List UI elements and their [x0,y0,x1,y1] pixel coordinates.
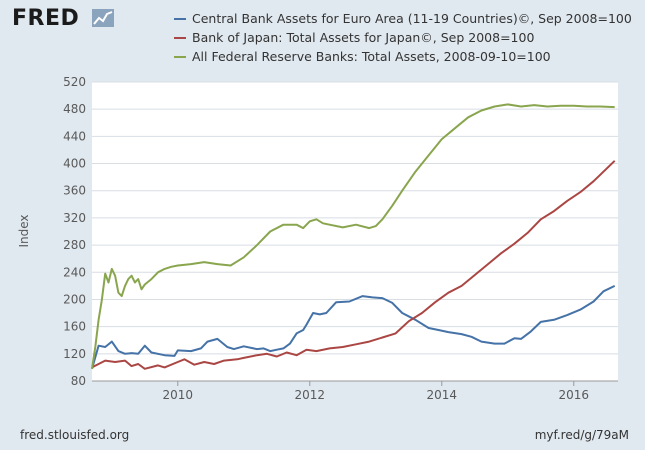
y-tick-label: 320 [63,211,86,225]
short-url-link[interactable]: myf.red/g/79aM [534,428,629,442]
y-tick-label: 360 [63,184,86,198]
x-axis: 2010 2012 2014 2016 [92,380,618,402]
legend-item-2: Bank of Japan: Total Assets for Japan©, … [174,28,632,47]
x-tick-label: 2010 [163,388,194,402]
y-tick-label: 160 [63,320,86,334]
y-tick-label: 400 [63,157,86,171]
y-axis: 80 120 160 200 240 280 320 360 400 440 480 520 [63,75,86,388]
plot-background [92,82,618,381]
fred-logo[interactable]: FRED [12,6,80,31]
source-link[interactable]: fred.stlouisfed.org [20,428,130,442]
x-tick-label: 2016 [559,388,590,402]
legend-item-1: Central Bank Assets for Euro Area (11-19… [174,9,632,28]
series-group [91,103,616,370]
series-line-3 [91,103,615,369]
legend-swatch [174,55,186,58]
y-tick-label: 80 [71,374,86,388]
series-line-2 [91,160,616,370]
y-tick-label: 200 [63,292,86,306]
series-line-1 [91,284,616,370]
legend-swatch [174,36,186,39]
legend-label: Central Bank Assets for Euro Area (11-19… [192,11,632,26]
fred-logo-chart-icon [92,9,114,27]
legend-swatch [174,17,186,20]
legend-item-3: All Federal Reserve Banks: Total Assets,… [174,47,632,66]
y-axis-label: Index [17,214,31,247]
legend-label: Bank of Japan: Total Assets for Japan©, … [192,30,535,45]
y-tick-label: 120 [63,347,86,361]
y-tick-label: 280 [63,238,86,252]
legend-label: All Federal Reserve Banks: Total Assets,… [192,49,551,64]
chart-legend: Central Bank Assets for Euro Area (11-19… [174,9,632,66]
y-tick-label: 440 [63,129,86,143]
y-tick-label: 240 [63,265,86,279]
y-tick-label: 520 [63,75,86,89]
x-tick-label: 2014 [427,388,458,402]
y-tick-label: 480 [63,102,86,116]
x-tick-label: 2012 [295,388,326,402]
